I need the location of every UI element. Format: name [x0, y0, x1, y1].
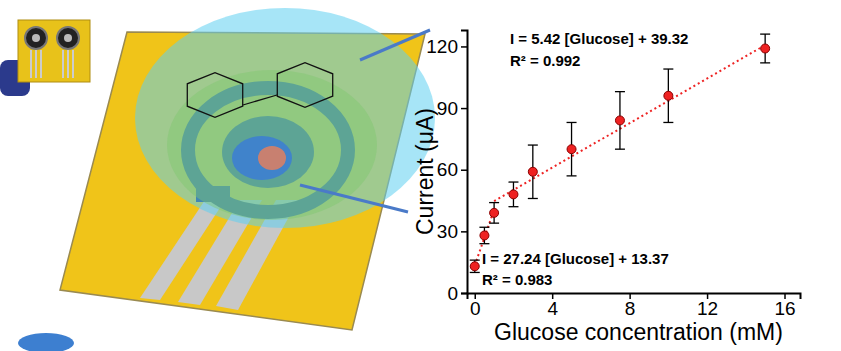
- y-tick-label: 60: [437, 159, 458, 180]
- y-tick-mark: [461, 46, 467, 48]
- error-bar-cap: [489, 202, 499, 203]
- data-point: [509, 190, 518, 199]
- plot-marks: [470, 34, 770, 272]
- x-tick-label: 4: [547, 298, 558, 319]
- callout-line: [360, 30, 430, 60]
- error-bar: [615, 92, 625, 150]
- y-tick-label: 120: [426, 36, 458, 57]
- x-tick-label: 0: [470, 298, 481, 319]
- error-bar: [479, 227, 489, 243]
- photo-strip: [18, 20, 90, 82]
- error-bar-cap: [479, 243, 489, 244]
- callout-line: [300, 185, 408, 212]
- fit-annotation: R² = 0.983: [482, 271, 552, 288]
- data-point: [664, 91, 673, 100]
- fit-annotation: I = 5.42 [Glucose] + 39.32: [510, 30, 688, 47]
- y-tick-label: 90: [437, 98, 458, 119]
- data-point: [490, 208, 499, 217]
- photo-lead: [35, 50, 37, 78]
- x-tick: 8: [625, 293, 636, 319]
- data-point: [480, 231, 489, 240]
- x-tick: 16: [774, 293, 795, 319]
- error-bar-cap: [528, 144, 538, 145]
- error-bar-cap: [470, 272, 480, 273]
- enzyme-core: [258, 146, 286, 170]
- y-tick-mark: [461, 231, 467, 233]
- error-bar-cap: [663, 122, 673, 123]
- x-tick-label: 16: [774, 298, 795, 319]
- data-point: [615, 116, 624, 125]
- data-point: [761, 44, 770, 53]
- glucose-ring: [187, 73, 242, 118]
- x-tick-label: 12: [697, 298, 718, 319]
- error-bar: [489, 203, 499, 224]
- glucose-ring: [277, 63, 332, 108]
- y-tick-mark: [461, 169, 467, 171]
- photo-electrode: [25, 27, 47, 49]
- figure: 0 4 8 12 16 0 30 60 90 120 Glucose concentration (…: [0, 0, 841, 351]
- data-point: [567, 145, 576, 154]
- error-bar: [760, 34, 770, 63]
- error-bar-cap: [479, 227, 489, 228]
- sample-drop: [135, 8, 435, 228]
- x-axis: 0 4 8 12 16: [468, 293, 801, 319]
- error-bar-cap: [615, 91, 625, 92]
- error-bar-cap: [489, 222, 499, 223]
- fit-annotation: R² = 0.992: [510, 52, 580, 69]
- photo-lead: [67, 50, 69, 78]
- y-tick-mark: [461, 293, 467, 295]
- sensor-illustration: [0, 8, 435, 351]
- error-bar-cap: [528, 198, 538, 199]
- enzyme: [232, 136, 292, 180]
- error-bar-cap: [760, 33, 770, 34]
- error-bar-cap: [760, 62, 770, 63]
- error-bar: [470, 260, 480, 272]
- photo-electrode-center: [64, 34, 72, 42]
- y-tick-mark: [461, 108, 467, 110]
- y-axis-title: Current (μA): [412, 108, 438, 235]
- photo-lead: [40, 50, 42, 78]
- error-bar: [567, 122, 577, 175]
- error-bar-cap: [508, 181, 518, 182]
- photo-lead: [72, 50, 74, 78]
- fit-line: [494, 45, 765, 201]
- y-axis-line: [461, 31, 468, 294]
- error-bar: [508, 182, 518, 207]
- error-bar-cap: [567, 122, 577, 123]
- error-bar-cap: [567, 175, 577, 176]
- y-tick: 30: [437, 221, 467, 242]
- photo-lead: [30, 50, 32, 78]
- error-bar-cap: [615, 149, 625, 150]
- protein-icon: [18, 333, 74, 351]
- error-bar: [528, 145, 538, 198]
- y-tick-label: 0: [447, 283, 458, 304]
- error-bar-cap: [508, 206, 518, 207]
- x-axis-title: Glucose concentration (mM): [494, 319, 783, 345]
- photo-electrode-center: [32, 34, 40, 42]
- x-tick: 0: [470, 293, 481, 319]
- y-tick: 120: [426, 36, 467, 57]
- y-tick: 60: [437, 159, 467, 180]
- y-tick-label: 30: [437, 221, 458, 242]
- y-tick: 0: [447, 283, 467, 304]
- fit-annotation: I = 27.24 [Glucose] + 13.37: [482, 250, 669, 267]
- x-tick: 12: [697, 293, 718, 319]
- photo-lead: [62, 50, 64, 78]
- glucose-bond: [243, 95, 277, 105]
- data-point: [528, 167, 537, 176]
- error-bar-cap: [663, 68, 673, 69]
- x-tick-label: 8: [625, 298, 636, 319]
- x-tick: 4: [547, 293, 558, 319]
- y-tick: 90: [437, 98, 467, 119]
- error-bar: [663, 69, 673, 122]
- error-bar-cap: [470, 259, 480, 260]
- photo-electrode: [57, 27, 79, 49]
- data-point: [470, 262, 479, 271]
